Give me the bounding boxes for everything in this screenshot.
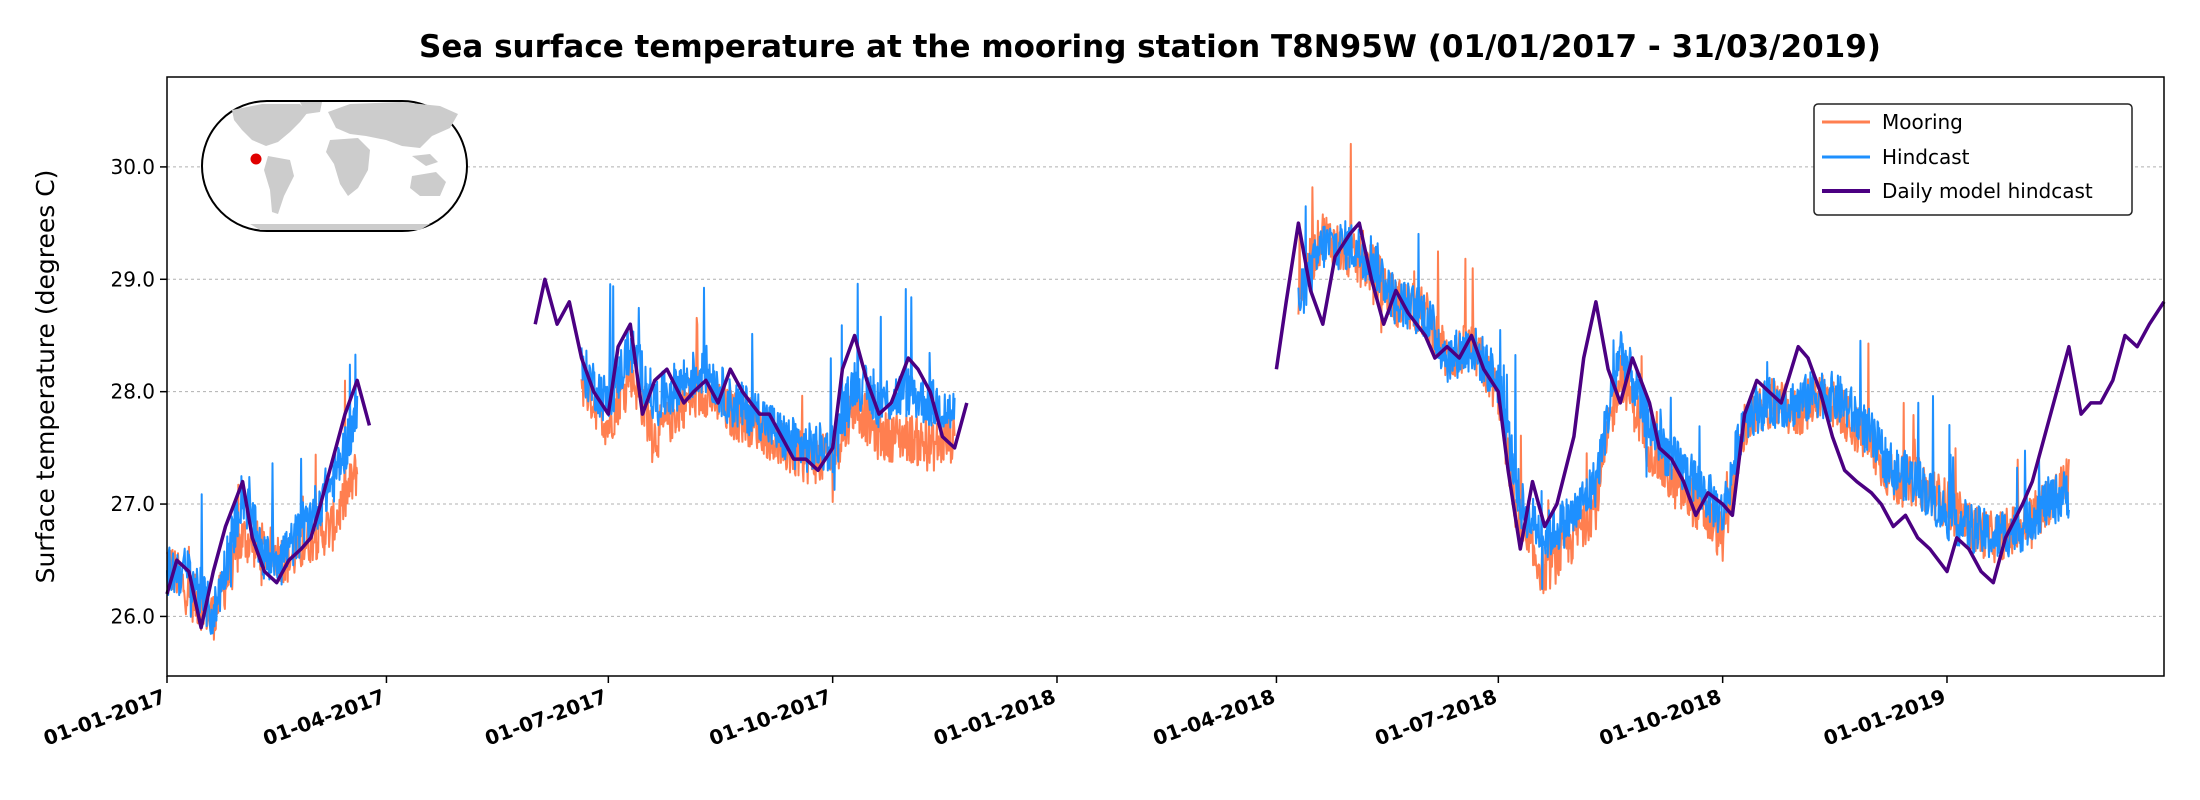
legend-label-daily-model-hindcast: Daily model hindcast <box>1882 179 2093 203</box>
y-tick-label: 28.0 <box>110 380 155 404</box>
series-daily-model-hindcast-line <box>165 378 372 630</box>
x-tick-label: 01-10-2017 <box>706 684 834 750</box>
y-tick-label: 29.0 <box>110 267 155 291</box>
land-south-america <box>264 156 294 214</box>
land-europe-asia <box>328 102 458 148</box>
land-north-america <box>232 104 308 146</box>
legend-box <box>1813 103 2133 216</box>
x-tick-label: 01-01-2018 <box>930 684 1058 750</box>
land-greenland <box>300 102 322 114</box>
series-daily-model-hindcast-line <box>1274 221 2166 585</box>
land-australia <box>410 172 446 196</box>
series-layer <box>165 142 2166 641</box>
legend-label-hindcast: Hindcast <box>1882 145 1970 169</box>
y-axis-label: Surface temperature (degrees C) <box>31 170 60 584</box>
x-axis: 01-01-2017 01-04-2017 01-07-2017 01-10-2017… <box>40 676 1949 750</box>
land-africa <box>326 138 370 196</box>
x-tick-label: 01-04-2018 <box>1150 684 1278 750</box>
x-tick-label: 01-04-2017 <box>260 684 388 750</box>
chart-title: Sea surface temperature at the mooring s… <box>419 29 1881 65</box>
y-tick-label: 27.0 <box>110 492 155 516</box>
series-hindcast <box>166 205 2070 635</box>
land-southeast-asia <box>412 154 438 166</box>
world-map-inset <box>201 100 468 232</box>
series-hindcast-line <box>580 282 956 491</box>
x-tick-label: 01-01-2017 <box>40 684 168 750</box>
y-axis: 26.0 27.0 28.0 29.0 30.0 <box>110 155 167 628</box>
legend-label-mooring: Mooring <box>1882 110 1963 134</box>
legend: Mooring Hindcast Daily model hindcast <box>1813 103 2133 216</box>
grid <box>167 166 2164 617</box>
x-tick-label: 01-01-2019 <box>1820 684 1948 750</box>
plot-frame <box>166 76 2165 677</box>
y-tick-label: 30.0 <box>110 155 155 179</box>
x-tick-label: 01-07-2017 <box>482 684 610 750</box>
x-tick-label: 01-10-2018 <box>1596 684 1724 750</box>
y-tick-label: 26.0 <box>110 604 155 628</box>
series-daily-model-hindcast-line <box>533 277 969 473</box>
land-antarctica <box>250 224 430 230</box>
series-hindcast-line <box>166 353 359 635</box>
x-tick-label: 01-07-2018 <box>1372 684 1500 750</box>
station-marker <box>250 153 262 165</box>
series-daily-model-hindcast <box>165 221 2166 630</box>
